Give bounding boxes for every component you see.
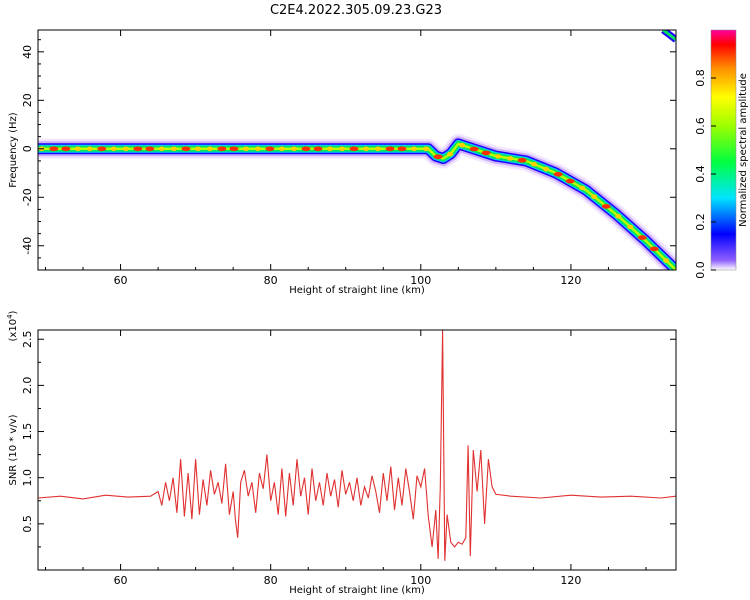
ridge-group bbox=[38, 30, 676, 270]
colorbar-label: Normalized spectral amplitude bbox=[738, 73, 749, 227]
ridge-peak bbox=[349, 146, 359, 152]
ridge-peak bbox=[206, 146, 213, 152]
x-tick-label: 80 bbox=[264, 274, 278, 287]
ridge-peak bbox=[385, 146, 395, 152]
ridge-peak bbox=[469, 146, 479, 152]
ridge-peak bbox=[181, 146, 191, 152]
x-tick-label: 60 bbox=[114, 274, 128, 287]
x-tick-label: 120 bbox=[560, 274, 581, 287]
ridge-peak bbox=[217, 146, 227, 152]
y-axis-label: Frequency (Hz) bbox=[8, 112, 19, 188]
y-multiplier: (x104) bbox=[6, 310, 19, 341]
ridge-peak bbox=[627, 224, 634, 230]
ridge-peak bbox=[291, 146, 297, 152]
ridge-peak bbox=[61, 146, 71, 152]
ridge-band-1 bbox=[38, 136, 676, 270]
snr-panel: 60 80 100 120 0.5 1.0 1.5 2.0 2.5 Height of strai… bbox=[6, 310, 677, 596]
y-tick-label: 40 bbox=[21, 45, 34, 59]
ridge-band-0 bbox=[38, 133, 676, 270]
y-axis-label: SNR (10 * v/v) bbox=[8, 414, 19, 485]
ridge-peak bbox=[565, 178, 575, 184]
y-tick-label: 2.0 bbox=[21, 377, 34, 395]
upper-ridge bbox=[662, 30, 676, 41]
ridge-peak bbox=[531, 161, 538, 167]
x-tick-label: 100 bbox=[410, 274, 431, 287]
ridge-peak bbox=[447, 151, 454, 157]
ridge-peak bbox=[327, 146, 333, 152]
ridge-peak bbox=[301, 146, 311, 152]
ridge-peak bbox=[278, 146, 285, 152]
ridge-peak bbox=[265, 146, 275, 152]
ridge-peak bbox=[194, 146, 201, 152]
ridge-peak bbox=[517, 158, 527, 163]
ridge-peak bbox=[591, 194, 598, 199]
ridge-peak bbox=[495, 154, 502, 159]
ridge-peak bbox=[339, 146, 345, 152]
ridge-peak bbox=[481, 150, 491, 156]
x-axis-label: Height of straight line (km) bbox=[289, 285, 425, 296]
ridge-band-5 bbox=[38, 142, 676, 270]
colorbar-tick-label: 0.2 bbox=[694, 213, 707, 231]
colorbar: 0.0 0.2 0.4 0.6 0.8 Normalized spectral ampli… bbox=[694, 29, 749, 279]
x-axis-label: Height of straight line (km) bbox=[289, 585, 425, 596]
ridge-peak bbox=[601, 204, 611, 209]
y-tick-label: 1.0 bbox=[21, 469, 34, 487]
y-tick-label: 1.5 bbox=[21, 423, 34, 441]
ridge-peak bbox=[158, 146, 165, 152]
ridge-peak bbox=[122, 146, 129, 152]
ridge-peak bbox=[433, 154, 443, 160]
ridge-peak bbox=[543, 166, 550, 172]
colorbar-frame bbox=[710, 29, 737, 271]
colorbar-gradient bbox=[711, 30, 736, 270]
ridge-peak bbox=[74, 146, 81, 152]
ridge-peak bbox=[363, 146, 369, 152]
y-tick-label: -20 bbox=[21, 188, 34, 206]
ridge-peak bbox=[459, 142, 466, 148]
top-plot-frame bbox=[37, 29, 677, 271]
ridge-peak bbox=[133, 146, 143, 152]
ridge-peak bbox=[507, 156, 514, 161]
y-tick-label: -40 bbox=[21, 237, 34, 255]
ridge-peak bbox=[254, 146, 261, 152]
ridge-peak bbox=[313, 146, 323, 152]
y-tick-label: 2.5 bbox=[21, 330, 34, 348]
snr-line bbox=[38, 330, 676, 561]
ridge-peak bbox=[423, 146, 430, 152]
colorbar-tick-label: 0.6 bbox=[694, 117, 707, 135]
y-tick-label: 20 bbox=[21, 93, 34, 107]
y-tick-label: 0 bbox=[21, 145, 34, 152]
colorbar-tick-label: 0.0 bbox=[694, 261, 707, 279]
bottom-plot-frame bbox=[37, 329, 677, 571]
ridge-peak bbox=[411, 146, 417, 152]
x-tick-label: 60 bbox=[114, 574, 128, 587]
ridge-peak bbox=[397, 146, 407, 152]
ridge-peak bbox=[145, 146, 155, 152]
ridge-peak bbox=[49, 146, 59, 152]
ridge-peak bbox=[615, 213, 622, 219]
ridge-peak bbox=[229, 146, 239, 152]
x-tick-label: 100 bbox=[410, 574, 431, 587]
ridge-band-2 bbox=[38, 138, 676, 270]
ridge-band-3 bbox=[38, 139, 676, 270]
ridge-peak bbox=[242, 146, 249, 152]
chart-title: C2E4.2022.305.09.23.G23 bbox=[270, 3, 442, 18]
ridge-peak bbox=[579, 185, 586, 191]
ridge-peak bbox=[86, 146, 93, 152]
ridge-peak bbox=[637, 235, 647, 240]
colorbar-tick-label: 0.8 bbox=[694, 69, 707, 87]
ridge-band-4 bbox=[38, 140, 676, 270]
ridge-peak bbox=[553, 172, 563, 177]
ridge-peak bbox=[170, 146, 177, 152]
ridge-peak bbox=[110, 146, 117, 152]
ridge-peak bbox=[375, 146, 381, 152]
x-tick-label: 120 bbox=[560, 574, 581, 587]
colorbar-tick-label: 0.4 bbox=[694, 165, 707, 183]
ridge-peak bbox=[649, 246, 659, 252]
x-tick-label: 80 bbox=[264, 574, 278, 587]
y-tick-label: 0.5 bbox=[21, 515, 34, 533]
ridge-peak bbox=[97, 146, 107, 152]
spectrogram-panel: 60 80 100 120 40 20 0 -20 -40 Height of straight … bbox=[8, 29, 677, 296]
ridge-peak bbox=[663, 258, 670, 263]
